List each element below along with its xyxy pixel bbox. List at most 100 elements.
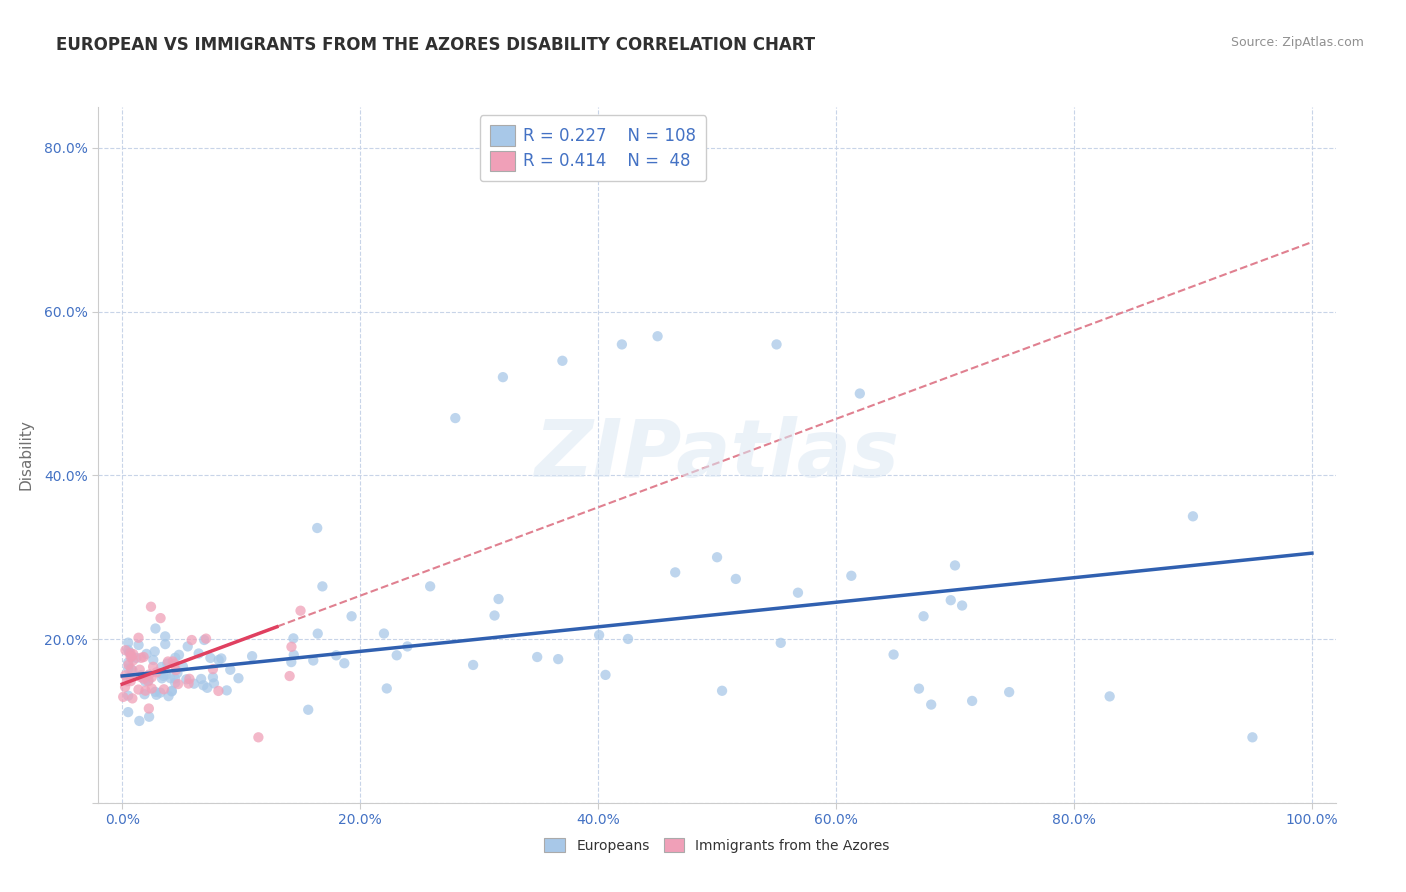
Point	[849, 386, 872, 401]
Point	[159, 671, 181, 685]
Point	[152, 669, 174, 683]
Point	[595, 668, 617, 682]
Point	[724, 572, 747, 586]
Point	[177, 676, 200, 690]
Point	[998, 685, 1021, 699]
Point	[153, 682, 176, 697]
Point	[280, 640, 302, 654]
Point	[664, 566, 686, 580]
Point	[165, 676, 187, 690]
Point	[135, 647, 157, 661]
Point	[160, 683, 183, 698]
Point	[610, 337, 633, 351]
Point	[283, 648, 305, 662]
Point	[122, 647, 145, 661]
Point	[153, 629, 176, 643]
Text: ZIPatlas: ZIPatlas	[534, 416, 900, 494]
Point	[114, 668, 136, 682]
Point	[240, 649, 263, 664]
Point	[1241, 731, 1264, 745]
Point	[167, 677, 190, 691]
Point	[311, 579, 333, 593]
Point	[157, 689, 180, 703]
Point	[385, 648, 408, 663]
Point	[588, 628, 610, 642]
Point	[180, 633, 202, 648]
Point	[128, 638, 150, 652]
Point	[145, 688, 167, 702]
Point	[396, 640, 419, 654]
Point	[419, 579, 441, 593]
Point	[841, 569, 863, 583]
Point	[134, 683, 156, 698]
Point	[117, 643, 139, 657]
Point	[183, 676, 205, 690]
Point	[706, 550, 728, 565]
Point	[122, 653, 145, 667]
Point	[155, 668, 177, 682]
Point	[912, 609, 935, 624]
Point	[165, 663, 187, 677]
Point	[209, 651, 232, 665]
Point	[143, 685, 166, 699]
Point	[950, 599, 973, 613]
Point	[156, 655, 179, 669]
Point	[201, 662, 224, 676]
Point	[307, 521, 329, 535]
Point	[112, 690, 135, 704]
Point	[141, 670, 163, 684]
Point	[143, 644, 166, 658]
Point	[121, 691, 143, 706]
Point	[115, 674, 138, 689]
Point	[132, 672, 155, 686]
Point	[166, 665, 188, 680]
Point	[129, 650, 152, 665]
Point	[375, 681, 398, 696]
Point	[247, 731, 270, 745]
Point	[488, 592, 510, 607]
Point	[195, 681, 218, 695]
Point	[142, 653, 165, 667]
Point	[165, 650, 187, 665]
Point	[960, 694, 983, 708]
Point	[127, 682, 149, 697]
Point	[145, 622, 167, 636]
Point	[132, 650, 155, 665]
Point	[325, 648, 347, 663]
Point	[939, 593, 962, 607]
Point	[176, 673, 198, 687]
Point	[908, 681, 931, 696]
Point	[463, 657, 485, 672]
Point	[120, 649, 142, 664]
Point	[120, 646, 142, 660]
Point	[711, 683, 734, 698]
Point	[163, 672, 186, 686]
Point	[120, 671, 142, 685]
Point	[200, 651, 222, 665]
Point	[444, 411, 467, 425]
Text: EUROPEAN VS IMMIGRANTS FROM THE AZORES DISABILITY CORRELATION CHART: EUROPEAN VS IMMIGRANTS FROM THE AZORES D…	[56, 36, 815, 54]
Point	[150, 660, 173, 674]
Point	[207, 684, 229, 698]
Point	[290, 604, 312, 618]
Point	[187, 647, 209, 661]
Point	[129, 670, 152, 684]
Point	[138, 673, 160, 688]
Point	[201, 670, 224, 684]
Point	[1181, 509, 1204, 524]
Point	[307, 626, 329, 640]
Point	[280, 655, 302, 669]
Point	[177, 640, 200, 654]
Point	[139, 599, 162, 614]
Point	[190, 672, 212, 686]
Point	[128, 663, 150, 677]
Point	[160, 684, 183, 698]
Point	[114, 680, 136, 694]
Point	[193, 632, 215, 647]
Point	[138, 701, 160, 715]
Point	[155, 637, 177, 651]
Point	[172, 659, 194, 673]
Point	[117, 705, 139, 719]
Point	[145, 665, 167, 680]
Point	[193, 678, 215, 692]
